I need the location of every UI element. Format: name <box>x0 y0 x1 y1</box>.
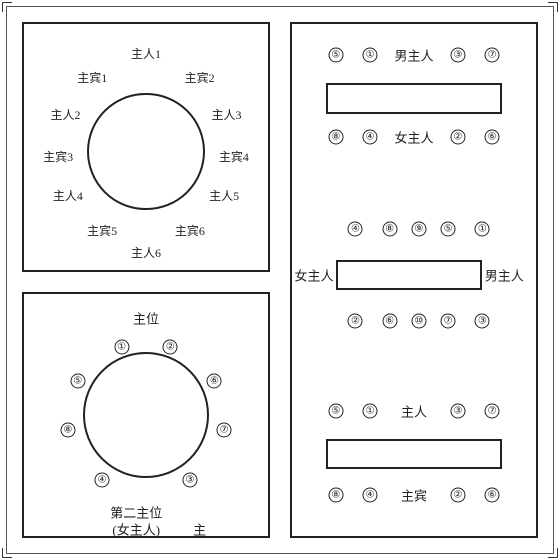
seating-title-bottom-3: 主 <box>193 519 206 538</box>
seat-number: ⑧ <box>60 422 75 437</box>
seat-number: ④ <box>363 129 378 144</box>
seat-number: ⑦ <box>217 422 232 437</box>
seat-number: ① <box>475 221 490 236</box>
seat-number: ① <box>363 403 378 418</box>
seat-number: ⑤ <box>328 47 343 62</box>
seat-number: ⑦ <box>485 47 500 62</box>
panel-rect-tables: ⑤①男主人③⑦⑧④女主人②⑥④⑧⑨⑤①②⑥⑩⑦③女主人男主人⑤①主人③⑦⑧④主宾… <box>290 22 538 538</box>
seat-number: ⑧ <box>328 129 343 144</box>
seat-number: ② <box>163 340 178 355</box>
seat-number: ③ <box>182 473 197 488</box>
seating-title-bottom-2: (女主人) <box>112 519 160 538</box>
seat-number: ③ <box>450 47 465 62</box>
seat-number: ④ <box>348 221 363 236</box>
seat-number: ⑥ <box>485 129 500 144</box>
seat-number: ③ <box>475 313 490 328</box>
seat-number: ⑤ <box>70 374 85 389</box>
corner-mark-br <box>548 548 558 558</box>
corner-mark-tr <box>548 2 558 12</box>
seat-number: ⑥ <box>485 488 500 503</box>
seat-label: 主人4 <box>53 190 83 202</box>
round-table-ring <box>87 93 204 210</box>
seat-number: ⑨ <box>411 221 426 236</box>
seating-title-top: 主位 <box>133 309 159 328</box>
seat-number: ① <box>114 340 129 355</box>
seat-label: 主人1 <box>131 48 161 60</box>
seat-label: 主人3 <box>212 109 242 121</box>
seat-number: ④ <box>363 488 378 503</box>
seat-number: ② <box>450 488 465 503</box>
seat-number: ④ <box>95 473 110 488</box>
seat-number: ① <box>363 47 378 62</box>
seat-number: ⑧ <box>382 221 397 236</box>
table-end-left-label: 女主人 <box>294 265 333 284</box>
seat-number: ⑩ <box>411 313 426 328</box>
seat-label: 主宾3 <box>43 151 73 163</box>
seat-host-label: 男主人 <box>394 45 433 64</box>
panel-round-named: 主人1 主宾1 主宾2 主人2 主人3 主宾3 主宾4 主人4 主人5 主宾5 主宾6 主人6 <box>22 22 270 272</box>
seat-host-label: 主宾 <box>401 486 427 505</box>
seat-label: 主人2 <box>50 109 80 121</box>
seat-number: ⑥ <box>382 313 397 328</box>
seat-number: ⑤ <box>328 403 343 418</box>
seat-number: ⑤ <box>441 221 456 236</box>
seat-label: 主人5 <box>209 190 239 202</box>
seat-label: 主宾5 <box>87 225 117 237</box>
seat-number: ② <box>450 129 465 144</box>
rect-table <box>336 260 482 291</box>
seat-label: 主宾1 <box>77 72 107 84</box>
seat-number: ⑧ <box>328 488 343 503</box>
seat-host-label: 女主人 <box>394 127 433 146</box>
seat-host-label: 主人 <box>401 401 427 420</box>
seat-number: ③ <box>450 403 465 418</box>
rect-table <box>326 83 502 114</box>
panel-round-numbered: 主位第二主位(女主人)主①②⑤⑥⑧⑦④③ <box>22 292 270 538</box>
seat-number: ② <box>348 313 363 328</box>
seat-label: 主宾4 <box>219 151 249 163</box>
seat-label: 主宾2 <box>185 72 215 84</box>
seat-number: ⑥ <box>207 374 222 389</box>
seat-label: 主人6 <box>131 247 161 259</box>
round-table-ring <box>83 352 210 479</box>
corner-mark-tl <box>2 2 12 12</box>
seat-number: ⑦ <box>441 313 456 328</box>
table-end-right-label: 男主人 <box>485 265 524 284</box>
seat-number: ⑦ <box>485 403 500 418</box>
rect-table <box>326 439 502 470</box>
seat-label: 主宾6 <box>175 225 205 237</box>
corner-mark-bl <box>2 548 12 558</box>
